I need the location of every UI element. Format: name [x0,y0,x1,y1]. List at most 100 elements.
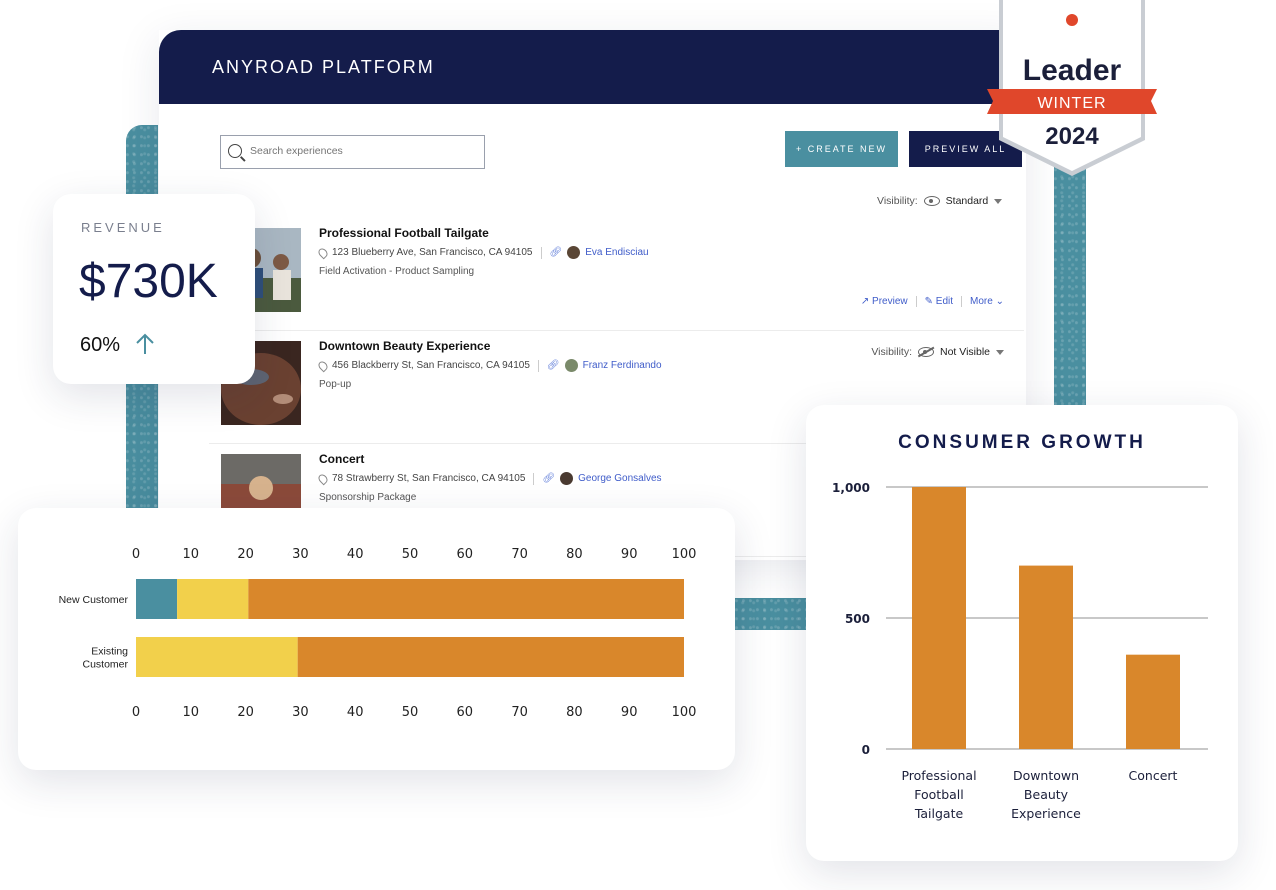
experience-title[interactable]: Concert [319,452,365,466]
divider [961,296,963,307]
location-pin-icon [316,472,330,485]
badge-year: 2024 [1045,123,1099,150]
experience-address: 123 Blueberry Ave, San Francisco, CA 941… [332,247,533,258]
experience-row[interactable]: Professional Football Tailgate 123 Blueb… [209,218,1024,331]
experience-actions: ↗ Preview ✎ Edit More ⌄ [861,296,1004,307]
x-tick-label-top: 80 [566,547,583,562]
platform-title: ANYROAD PLATFORM [212,57,435,77]
divider [533,472,535,485]
bar [1126,654,1180,749]
experience-address: 78 Strawberry St, San Francisco, CA 9410… [332,473,526,484]
bar-segment [177,579,249,619]
customer-split-chart: 0 0 10 10 20 20 30 30 40 40 50 50 60 60 70 70 80 80 90 90 10… [59,547,697,720]
visibility-dropdown[interactable]: Visibility: Standard [877,195,1003,207]
pencil-icon: ✎ [924,296,936,307]
category-label: Concert [1129,768,1178,783]
experience-owner[interactable]: Eva Endisciau [585,247,649,258]
x-tick-label-top: 0 [132,547,140,562]
experience-meta: 78 Strawberry St, San Francisco, CA 9410… [316,472,662,485]
experience-type: Pop-up [319,379,352,390]
y-tick-label: 0 [862,743,870,757]
x-tick-label-bottom: 10 [183,705,200,720]
visibility-value: Standard [945,195,989,207]
experience-type: Field Activation - Product Sampling [319,266,475,277]
y-tick-label: 500 [845,612,870,626]
consumer-growth-chart: 0 500 1,000 Professional Football Tailgate Dow… [832,481,1208,821]
x-tick-label-bottom: 100 [672,705,697,720]
bar-segment [136,579,178,619]
bar-segment [297,637,684,677]
x-tick-label-top: 10 [183,547,200,562]
edit-link[interactable]: ✎ Edit [925,296,953,307]
x-tick-label-top: 50 [402,547,419,562]
x-tick-label-top: 100 [672,547,697,562]
preview-link[interactable]: ↗ Preview [861,296,908,307]
customer-split-chart-card: 0 0 10 10 20 20 30 30 40 40 50 50 60 60 70 70 80 80 90 90 10… [18,508,735,770]
x-tick-label-top: 20 [237,547,254,562]
category-label: Professional [901,768,976,783]
link-icon: 🔗︎ [546,360,560,371]
x-tick-label-top: 90 [621,547,638,562]
badge-dot [1066,14,1078,26]
category-label: Football [914,787,963,802]
search-input[interactable] [250,145,470,157]
experience-title[interactable]: Downtown Beauty Experience [319,339,491,353]
decorative-strip-right [1054,140,1086,440]
link-icon: 🔗︎ [549,247,563,258]
category-label: New Customer [59,594,129,606]
more-label: More [970,296,993,307]
avatar [567,246,581,259]
search-box[interactable] [220,135,485,169]
avatar [560,472,574,485]
location-pin-icon [316,246,330,259]
chevron-down-icon: ⌄ [992,296,1004,307]
x-tick-label-top: 60 [457,547,474,562]
experience-title[interactable]: Professional Football Tailgate [319,226,489,240]
divider [537,359,539,372]
category-label: Customer [82,659,128,671]
category-label: Tailgate [914,806,964,821]
leader-badge: Leader WINTER 2024 [987,0,1157,176]
revenue-card: REVENUE $730K 60% [53,194,255,384]
divider [915,296,917,307]
category-label: Existing [91,646,128,658]
chevron-down-icon [996,349,1004,355]
eye-icon [923,196,940,206]
revenue-value: $730K [79,255,218,308]
experience-owner[interactable]: Franz Ferdinando [582,360,662,371]
revenue-label: REVENUE [81,220,165,235]
chart-title: CONSUMER GROWTH [898,432,1146,453]
category-label: Experience [1011,806,1081,821]
experience-meta: 123 Blueberry Ave, San Francisco, CA 941… [316,246,649,259]
x-tick-label-bottom: 90 [621,705,638,720]
chevron-down-icon [994,198,1003,204]
x-tick-label-top: 30 [292,547,309,562]
x-tick-label-bottom: 80 [566,705,583,720]
search-icon [228,144,242,158]
category-label: Downtown [1013,768,1079,783]
x-tick-label-top: 70 [511,547,528,562]
revenue-change: 60% [80,334,121,356]
experience-type: Sponsorship Package [319,492,417,503]
create-new-button[interactable]: + CREATE NEW [785,131,898,167]
more-dropdown[interactable]: More ⌄ [970,296,1004,307]
divider [540,246,542,259]
bar-segment [136,637,298,677]
x-tick-label-bottom: 50 [402,705,419,720]
bar-segment [248,579,684,619]
x-tick-label-bottom: 60 [457,705,474,720]
link-icon: 🔗︎ [542,473,556,484]
visibility-dropdown[interactable]: Visibility: Not Visible [871,346,1004,358]
preview-label: Preview [872,296,908,307]
arrow-up-icon [136,333,154,354]
edit-label: Edit [935,296,954,307]
bar [1019,565,1073,749]
experience-address: 456 Blackberry St, San Francisco, CA 941… [332,360,530,371]
visibility-value: Not Visible [940,346,990,358]
location-pin-icon [316,359,330,372]
arrow-up-right-icon: ↗ [860,296,873,307]
experience-meta: 456 Blackberry St, San Francisco, CA 941… [316,359,662,372]
experience-owner[interactable]: George Gonsalves [578,473,662,484]
platform-header: ANYROAD PLATFORM [159,30,1026,104]
y-tick-label: 1,000 [832,481,870,495]
